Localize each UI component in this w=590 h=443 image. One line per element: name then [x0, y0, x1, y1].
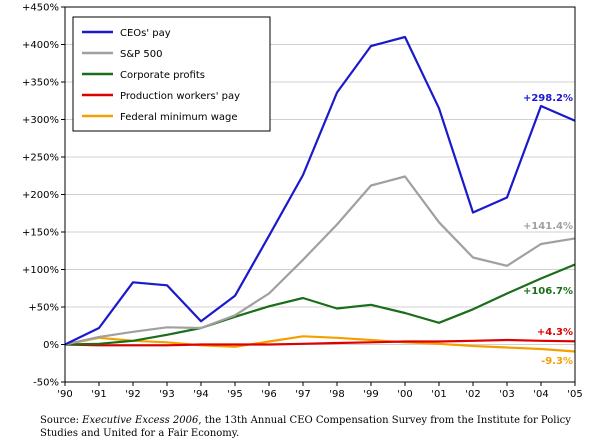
y-tick-label: +450% — [22, 3, 59, 14]
series-line-corporate-profits — [64, 263, 576, 346]
y-tick-label: +400% — [22, 40, 59, 51]
legend: CEOs' pay S&P 500 Corporate profits Product… — [72, 16, 271, 132]
plot-frame — [64, 6, 576, 383]
y-tick-label: -50% — [33, 378, 59, 389]
y-tick-label: +150% — [22, 228, 59, 239]
y-tick-label: +100% — [22, 265, 59, 276]
end-label: +141.4% — [523, 221, 573, 232]
x-tick-label: '01 — [431, 389, 446, 400]
y-tick-label: +250% — [22, 153, 59, 164]
end-label: -9.3% — [541, 356, 573, 367]
series-line-s-p-500 — [64, 175, 576, 346]
legend-label: S&P 500 — [120, 49, 162, 60]
source-title: Executive Excess 2006 — [82, 415, 199, 426]
series-line-ceos-pay — [64, 35, 576, 346]
y-tick-label: +300% — [22, 115, 59, 126]
x-tick-label: '03 — [499, 389, 514, 400]
legend-label: Federal minimum wage — [120, 112, 238, 123]
end-value-labels: +298.2% +141.4% +106.7% +4.3% -9.3% — [523, 93, 573, 367]
series-line-federal-minimum-wage — [64, 335, 576, 353]
y-tick-label: 0% — [43, 340, 59, 351]
x-tick-label: '92 — [125, 389, 140, 400]
x-tick-label: '04 — [533, 389, 548, 400]
x-tick-label: '95 — [227, 389, 242, 400]
source-rest: , the 13th Annual CEO Compensation Surve… — [40, 415, 571, 439]
line-chart: -50% 0% +50% +100% +150% +200% +250% +300% +350%… — [22, 3, 583, 401]
x-tick-label: '91 — [91, 389, 106, 400]
x-tick-label: '96 — [261, 389, 276, 400]
end-label: +106.7% — [523, 286, 573, 297]
x-tick-label: '97 — [295, 389, 310, 400]
x-axis-ticks: '90 '91 '92 '93 '94 '95 '96 '97 '98 '99 '00 '01 '02 '… — [57, 382, 583, 400]
legend-label: Corporate profits — [120, 70, 205, 81]
source-note: Source: Executive Excess 2006, the 13th … — [40, 414, 580, 440]
y-tick-label: +350% — [22, 78, 59, 89]
series-lines — [64, 35, 576, 353]
y-axis-ticks: -50% 0% +50% +100% +150% +200% +250% +300% +350%… — [22, 3, 65, 389]
source-prefix: Source: — [40, 415, 83, 426]
x-tick-label: '94 — [193, 389, 208, 400]
y-tick-label: +50% — [28, 303, 59, 314]
y-tick-label: +200% — [22, 190, 59, 201]
end-label: +4.3% — [537, 327, 573, 338]
legend-label: CEOs' pay — [120, 28, 171, 39]
x-tick-label: '93 — [159, 389, 174, 400]
x-tick-label: '00 — [397, 389, 412, 400]
x-tick-label: '02 — [465, 389, 480, 400]
end-label: +298.2% — [523, 93, 573, 104]
x-tick-label: '05 — [567, 389, 582, 400]
x-tick-label: '99 — [363, 389, 378, 400]
x-tick-label: '90 — [57, 389, 72, 400]
series-line-production-workers-pay — [64, 338, 576, 347]
legend-label: Production workers' pay — [120, 91, 240, 102]
x-tick-label: '98 — [329, 389, 344, 400]
